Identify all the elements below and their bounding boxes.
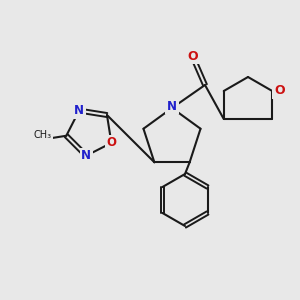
- Text: CH₃: CH₃: [34, 130, 52, 140]
- Text: O: O: [106, 136, 116, 149]
- Text: N: N: [74, 104, 84, 117]
- Text: N: N: [167, 100, 177, 112]
- Text: O: O: [274, 85, 285, 98]
- Text: O: O: [188, 50, 198, 62]
- Text: N: N: [81, 149, 91, 162]
